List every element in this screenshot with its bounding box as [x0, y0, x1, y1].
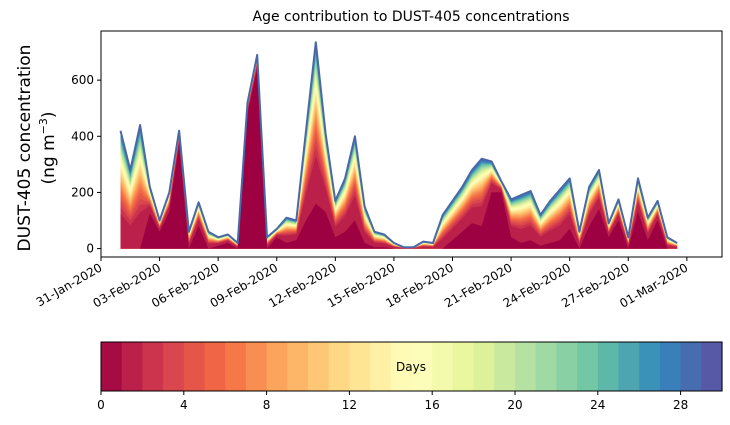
colorbar-label: Days: [396, 360, 426, 374]
colorbar-tick-label: 20: [507, 398, 522, 412]
y-tick-label: 400: [71, 129, 94, 143]
chart-title: Age contribution to DUST-405 concentrati…: [253, 9, 570, 25]
x-axis: 31-Jan-202003-Feb-202006-Feb-202009-Feb-…: [34, 257, 690, 311]
y-tick-label: 200: [71, 185, 94, 199]
colorbar-swatch: [494, 342, 516, 391]
colorbar-swatch: [163, 342, 185, 391]
colorbar-swatch: [556, 342, 578, 391]
colorbar-swatch: [225, 342, 247, 391]
colorbar: [101, 342, 723, 391]
y-axis-label-line2: (ng m−3): [37, 111, 59, 184]
colorbar-tick-label: 28: [673, 398, 688, 412]
colorbar-swatch: [659, 342, 682, 391]
colorbar-swatch: [349, 342, 371, 391]
colorbar-swatch: [515, 342, 537, 391]
colorbar-swatch: [473, 342, 495, 391]
colorbar-swatch: [597, 342, 620, 391]
colorbar-swatch: [287, 342, 309, 391]
colorbar-tick-label: 24: [590, 398, 605, 412]
colorbar-tick-label: 8: [263, 398, 271, 412]
colorbar-swatch: [639, 342, 661, 391]
total-line: [119, 41, 678, 249]
colorbar-swatch: [701, 342, 723, 391]
colorbar-tick-label: 0: [97, 398, 105, 412]
y-axis-label-line1: DUST-405 concentration: [15, 45, 35, 252]
colorbar-swatch: [101, 342, 123, 391]
colorbar-swatch: [142, 342, 164, 391]
colorbar-swatch: [266, 342, 288, 391]
colorbar-tick-label: 12: [342, 398, 357, 412]
colorbar-swatch: [370, 342, 392, 391]
colorbar-swatch: [245, 342, 268, 391]
colorbar-swatch: [308, 342, 330, 391]
colorbar-swatch: [577, 342, 599, 391]
colorbar-tick-label: 16: [425, 398, 440, 412]
y-axis-label: DUST-405 concentration (ng m−3): [15, 45, 59, 252]
colorbar-swatch: [411, 342, 433, 391]
y-tick-label: 600: [71, 73, 94, 87]
colorbar-swatch: [328, 342, 350, 391]
colorbar-swatch: [121, 342, 143, 391]
colorbar-tick-label: 4: [180, 398, 188, 412]
colorbar-swatch: [183, 342, 206, 391]
colorbar-swatch: [204, 342, 226, 391]
colorbar-swatch: [452, 342, 475, 391]
colorbar-swatch: [680, 342, 702, 391]
colorbar-swatch: [618, 342, 640, 391]
y-axis: 0 200 400 600: [71, 73, 101, 256]
colorbar-swatch: [432, 342, 454, 391]
colorbar-swatch: [390, 342, 413, 391]
y-tick-label: 0: [86, 242, 94, 256]
colorbar-swatch: [535, 342, 557, 391]
colorbar-frame: [100, 341, 723, 392]
total-line-layer: [119, 41, 678, 249]
colorbar-axis: 0 4 8 12 16 20 24 28: [97, 391, 688, 412]
plot-frame: [100, 30, 723, 258]
